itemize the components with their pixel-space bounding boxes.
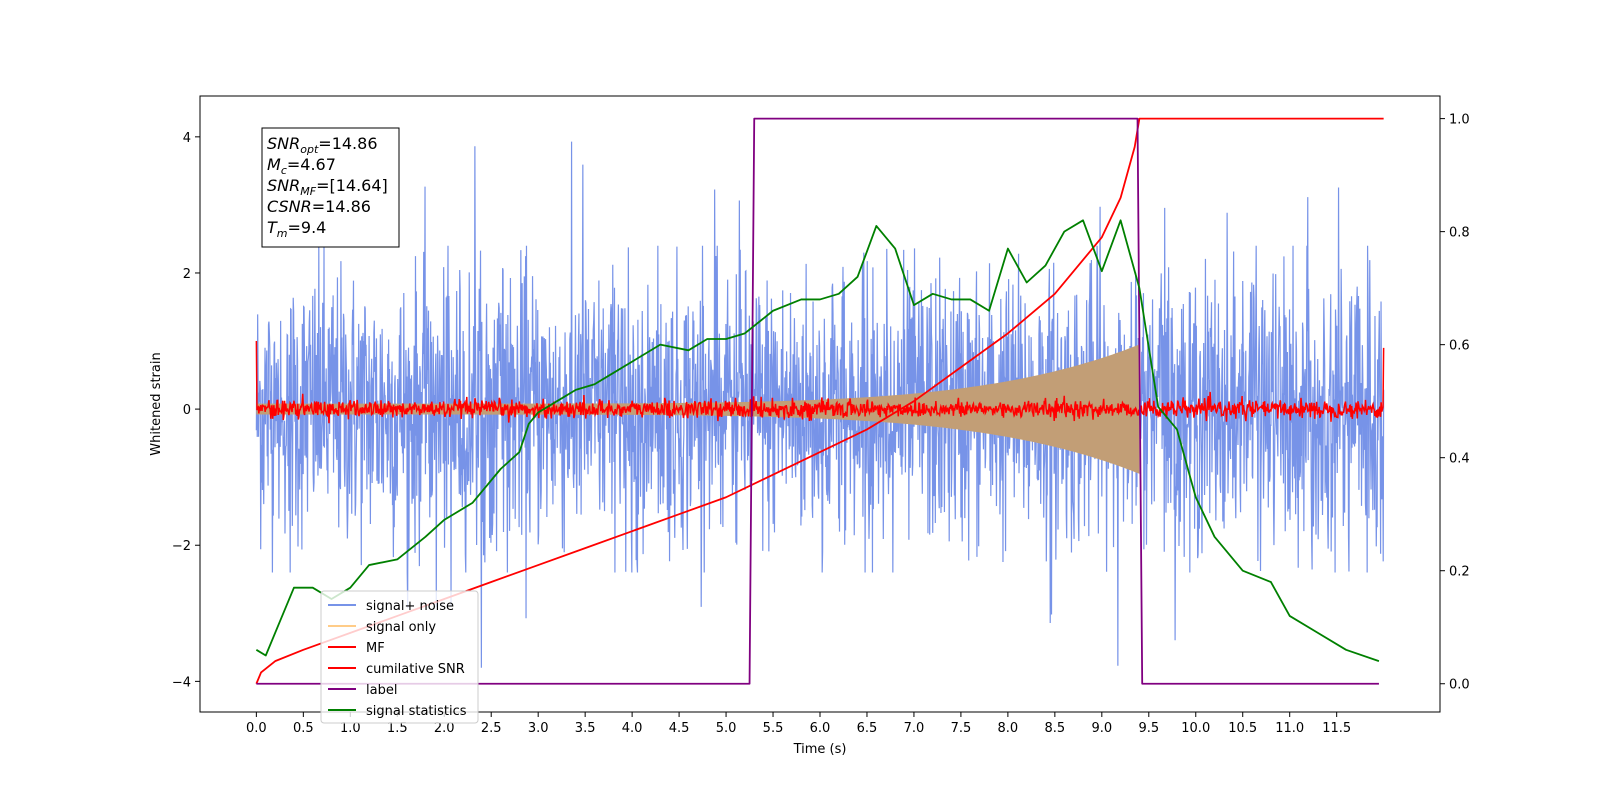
legend-label: MF [366,641,385,656]
y-tick-label: 0 [183,403,191,418]
x-tick-label: 2.5 [481,721,502,736]
x-tick-label: 4.0 [622,721,643,736]
y2-tick-label: 0.2 [1449,565,1470,580]
x-tick-label: 8.0 [998,721,1019,736]
x-tick-label: 5.5 [763,721,784,736]
annotation-line: SNRopt=14.86 [267,134,378,156]
y-tick-label: 4 [183,131,191,146]
x-tick-label: 4.5 [669,721,690,736]
x-tick-label: 2.0 [434,721,455,736]
x-tick-label: 1.0 [340,721,361,736]
x-tick-label: 11.0 [1275,721,1304,736]
legend-label: signal only [366,620,436,635]
y-axis-label: Whitened strain [149,352,164,455]
x-tick-label: 6.5 [857,721,878,736]
x-tick-label: 11.5 [1322,721,1351,736]
annotation-line: SNRMF=[14.64] [267,176,388,198]
y-tick-label: 2 [183,267,191,282]
series-label [256,117,1379,685]
y2-tick-label: 0.4 [1449,452,1470,467]
x-tick-label: 0.0 [246,721,267,736]
x-axis-label: Time (s) [793,742,847,757]
x-tick-label: 7.0 [904,721,925,736]
y-tick-label: −4 [172,675,191,690]
legend-box [320,590,479,724]
x-tick-label: 6.0 [810,721,831,736]
series-signal-noise [255,141,1385,668]
y2-tick-label: 1.0 [1449,113,1470,128]
annotation-box [261,127,400,248]
legend-label: signal statistics [366,704,467,719]
x-tick-label: 9.5 [1138,721,1159,736]
x-tick-label: 5.0 [716,721,737,736]
y2-tick-label: 0.8 [1449,226,1470,241]
legend-label: signal+ noise [366,599,454,614]
x-tick-label: 9.0 [1091,721,1112,736]
legend-label: cumilative SNR [366,662,465,677]
annotation-line: CSNR=14.86 [267,197,371,216]
x-tick-label: 3.0 [528,721,549,736]
x-tick-label: 10.0 [1181,721,1210,736]
x-tick-label: 8.5 [1045,721,1066,736]
x-tick-label: 7.5 [951,721,972,736]
annotation-line: Mc=4.67 [267,155,336,177]
y-tick-label: −2 [172,539,191,554]
y2-tick-label: 0.0 [1449,678,1470,693]
series-signal-statistics [255,219,1380,662]
x-tick-label: 10.5 [1228,721,1257,736]
x-tick-label: 0.5 [293,721,314,736]
legend-label: label [366,683,397,698]
series-mf [255,341,1385,424]
x-tick-label: 3.5 [575,721,596,736]
y2-tick-label: 0.6 [1449,339,1470,354]
annotation-line: Tm=9.4 [267,218,326,240]
x-tick-label: 1.5 [387,721,408,736]
